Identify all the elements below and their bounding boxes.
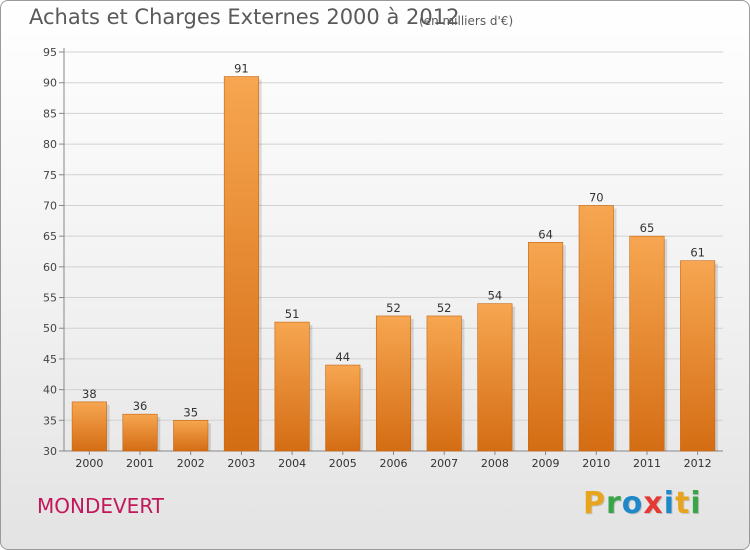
x-tick-label: 2007 bbox=[430, 457, 458, 470]
y-tick-label: 95 bbox=[43, 46, 57, 59]
y-tick-label: 80 bbox=[43, 138, 57, 151]
logo-letter: r bbox=[606, 486, 622, 521]
y-tick-label: 50 bbox=[43, 322, 57, 335]
y-tick-label: 60 bbox=[43, 261, 57, 274]
y-tick-label: 70 bbox=[43, 199, 57, 212]
logo-letter: P bbox=[583, 486, 606, 521]
x-tick-label: 2008 bbox=[481, 457, 509, 470]
bar bbox=[426, 315, 462, 452]
y-tick-label: 75 bbox=[43, 169, 57, 182]
x-tick-label: 2006 bbox=[380, 457, 408, 470]
bar-value-label: 44 bbox=[335, 350, 350, 364]
logo-letter: x bbox=[643, 486, 664, 521]
bar-value-label: 36 bbox=[133, 399, 148, 413]
x-tick-label: 2003 bbox=[227, 457, 255, 470]
x-tick-label: 2005 bbox=[329, 457, 357, 470]
x-tick-label: 2009 bbox=[532, 457, 560, 470]
logo-letter: o bbox=[621, 486, 644, 521]
chart-subtitle: (en milliers d'€) bbox=[419, 14, 514, 28]
bar bbox=[274, 321, 310, 452]
y-tick-label: 35 bbox=[43, 414, 57, 427]
bar bbox=[223, 76, 259, 452]
logo-letter: t bbox=[675, 486, 691, 521]
y-tick-label: 40 bbox=[43, 384, 57, 397]
bar bbox=[122, 413, 158, 452]
y-tick-label: 90 bbox=[43, 77, 57, 90]
bar bbox=[71, 401, 107, 452]
x-tick-label: 2002 bbox=[177, 457, 205, 470]
logo-letter: i bbox=[690, 486, 702, 521]
logo-letter: i bbox=[663, 486, 676, 521]
bar bbox=[578, 205, 614, 452]
y-tick-label: 55 bbox=[43, 292, 57, 305]
bar bbox=[477, 303, 513, 452]
y-tick-label: 65 bbox=[43, 230, 57, 243]
y-tick-label: 45 bbox=[43, 353, 57, 366]
bar-value-label: 91 bbox=[234, 62, 249, 76]
bar bbox=[629, 235, 665, 452]
x-tick-label: 2011 bbox=[633, 457, 661, 470]
commune-name: MONDEVERT bbox=[37, 494, 164, 518]
y-tick-label: 30 bbox=[43, 445, 57, 458]
x-tick-label: 2004 bbox=[278, 457, 306, 470]
bar-value-label: 51 bbox=[285, 307, 300, 321]
bar bbox=[173, 420, 209, 452]
bar-value-label: 70 bbox=[589, 190, 604, 204]
bar-value-label: 52 bbox=[386, 301, 401, 315]
bars bbox=[71, 76, 718, 452]
bar bbox=[680, 260, 716, 452]
bar bbox=[325, 364, 361, 452]
chart-title: Achats et Charges Externes 2000 à 2012 bbox=[29, 5, 460, 29]
bar-value-label: 52 bbox=[437, 301, 452, 315]
bar bbox=[528, 241, 564, 452]
bar-value-label: 54 bbox=[488, 289, 503, 303]
x-tick-label: 2010 bbox=[582, 457, 610, 470]
proxiti-logo[interactable]: Proxiti bbox=[583, 486, 702, 521]
x-tick-label: 2001 bbox=[126, 457, 154, 470]
bar-value-label: 38 bbox=[82, 387, 97, 401]
bar bbox=[375, 315, 412, 452]
bar-value-label: 35 bbox=[183, 405, 198, 419]
y-tick-label: 85 bbox=[43, 107, 57, 120]
bar-value-label: 65 bbox=[640, 221, 655, 235]
data-labels: 38 36 35 91 51 44 52 52 54 64 70 65 61 bbox=[82, 62, 705, 420]
bar-value-label: 61 bbox=[690, 246, 705, 260]
x-tick-label: 2000 bbox=[75, 457, 103, 470]
bar-value-label: 64 bbox=[538, 227, 553, 241]
x-tick-label: 2012 bbox=[684, 457, 712, 470]
